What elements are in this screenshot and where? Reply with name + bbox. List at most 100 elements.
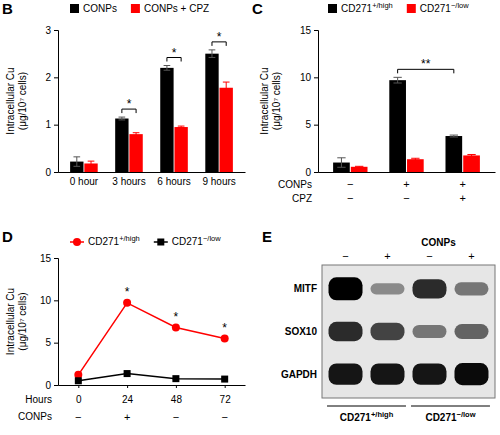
- condition-value: +: [459, 178, 465, 190]
- legend: CONPsCONPs + CPZ: [70, 3, 209, 14]
- bar: [205, 54, 218, 172]
- error-cap: [393, 83, 401, 84]
- legend-item: CONPs: [70, 3, 117, 14]
- group-bracket: [327, 406, 406, 407]
- tick-mark: [54, 300, 58, 301]
- error-bar: [73, 157, 80, 166]
- error-line: [166, 66, 167, 71]
- tick-label: 24: [122, 394, 134, 405]
- tick-mark: [176, 385, 177, 388]
- marker: [157, 239, 164, 246]
- axis-title-line: Intracellular Cu: [5, 288, 16, 355]
- condition-value: −: [347, 192, 353, 204]
- tick: 0: [45, 167, 58, 178]
- error-cap: [164, 70, 171, 71]
- annotation: *: [172, 46, 177, 60]
- condition-value: −: [173, 411, 179, 423]
- tick-label: 72: [220, 394, 232, 405]
- text-part: CD271: [340, 412, 372, 423]
- axis-title-line: (μg/10⁷ cells): [271, 72, 282, 130]
- tick: 3 hours: [112, 172, 145, 187]
- legend-item: CD271−/low: [154, 234, 221, 247]
- tick: 0 hour: [70, 172, 99, 187]
- error-cap: [467, 154, 475, 155]
- error-bar: [450, 135, 458, 137]
- row-label: MITF: [294, 283, 317, 294]
- text-part: CD271: [172, 236, 204, 247]
- x-axis: 0244872: [59, 385, 246, 405]
- axis-line: [54, 259, 59, 386]
- group-label: CD271+/high: [340, 410, 394, 423]
- band: [454, 363, 488, 385]
- error-cap: [411, 158, 419, 159]
- condition-label: CONPs: [18, 411, 52, 422]
- legend-swatch: [70, 4, 79, 13]
- axis-title: Intracellular Cu(μg/10⁷ cells): [5, 67, 28, 134]
- error-bar: [178, 126, 185, 128]
- tick-mark: [54, 385, 58, 386]
- error-cap: [119, 119, 126, 120]
- text-part: CD271: [88, 236, 120, 247]
- tick-mark: [314, 172, 318, 173]
- superscript: +/high: [119, 234, 140, 243]
- error-line: [211, 50, 212, 58]
- tick: 5: [305, 119, 318, 130]
- legend-swatch: [131, 4, 140, 13]
- bar: [220, 88, 233, 172]
- axis-title: Hours: [25, 394, 52, 405]
- condition-value: −: [75, 411, 81, 423]
- tick-label: 0 hour: [70, 176, 99, 187]
- axis-line: [314, 31, 319, 173]
- tick: 9 hours: [202, 172, 235, 187]
- axis-title-line: (μg/10⁷ cells): [17, 292, 28, 350]
- tick-label: 0: [45, 380, 51, 391]
- band: [412, 325, 446, 338]
- axis-title: Intracellular Cu(μg/10⁷ cells): [5, 288, 28, 355]
- error-cap: [450, 135, 458, 136]
- tick-mark: [78, 385, 79, 388]
- condition-value: +: [124, 411, 130, 423]
- condition-label: CONPs: [278, 179, 312, 190]
- condition-value: −: [342, 250, 348, 262]
- tick: 3: [45, 25, 58, 36]
- tick: 72: [220, 385, 232, 405]
- text-part: CD271: [341, 3, 373, 14]
- panel-title: E: [262, 228, 272, 245]
- tick-mark: [225, 385, 226, 388]
- panel-title: B: [2, 0, 13, 17]
- condition-value: +: [403, 178, 409, 190]
- tick-label: 3 hours: [112, 176, 145, 187]
- band: [371, 364, 405, 385]
- group-label: CD271−/low: [425, 410, 475, 423]
- band: [329, 322, 363, 341]
- tick: 1: [45, 119, 58, 130]
- error-cap: [337, 157, 345, 158]
- band: [454, 282, 488, 295]
- error-cap: [133, 132, 140, 133]
- tick-mark: [54, 77, 58, 78]
- blot-background: [322, 265, 495, 398]
- legend-item: CD271+/high: [70, 234, 140, 247]
- tick-label: 5: [305, 119, 311, 130]
- tick-label: 1: [45, 119, 51, 130]
- axis-line: [59, 385, 246, 386]
- superscript: −/low: [203, 234, 221, 243]
- axis-line: [54, 31, 59, 173]
- axis-line: [59, 172, 246, 173]
- superscript: +/high: [372, 1, 393, 10]
- error-cap: [178, 126, 185, 127]
- legend-label: CONPs: [83, 3, 117, 14]
- tick-label: 2: [45, 72, 51, 83]
- bar: [445, 136, 462, 172]
- y-axis: 051015: [300, 25, 319, 178]
- condition-value: +: [459, 192, 465, 204]
- band: [371, 283, 405, 294]
- condition-value: −: [426, 250, 432, 262]
- bar: [160, 68, 173, 172]
- bar: [463, 155, 480, 172]
- axis-title-line: Intracellular Cu: [259, 67, 270, 134]
- row-label: GAPDH: [281, 369, 317, 380]
- tick-mark: [54, 172, 58, 173]
- superscript: −/low: [451, 1, 469, 10]
- error-line: [397, 77, 398, 83]
